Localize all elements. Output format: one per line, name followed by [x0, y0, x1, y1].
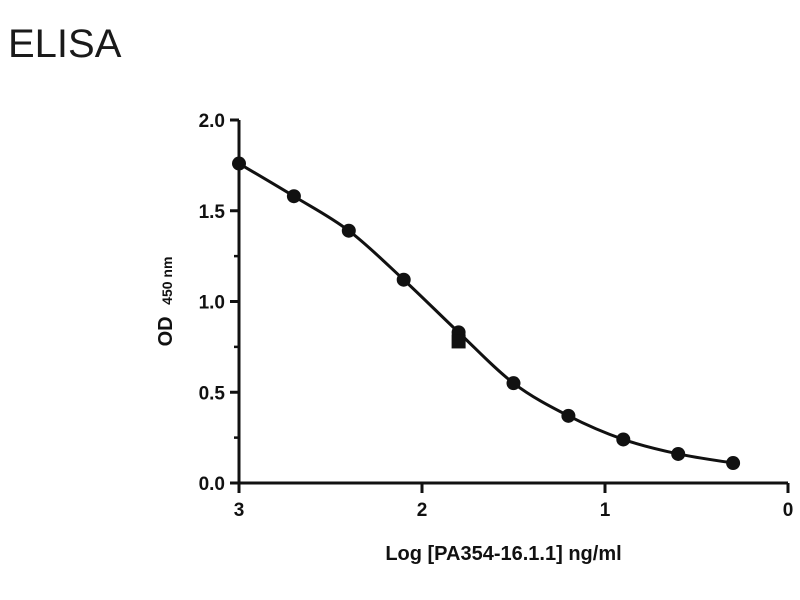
data-point — [341, 223, 356, 238]
data-point — [396, 272, 411, 287]
data-point — [726, 456, 741, 471]
x-tick-label: 3 — [234, 500, 245, 521]
y-tick-label: 0.0 — [199, 474, 225, 495]
x-tick-label: 0 — [783, 500, 794, 521]
chart-labels: Log [PA354-16.1.1] ng/ml OD 450 nm — [155, 257, 622, 565]
y-tick-label: 2.0 — [199, 111, 225, 132]
y-tick-label: 1.0 — [199, 293, 225, 314]
y-axis-title: OD 450 nm — [155, 257, 177, 347]
x-tick-label: 1 — [600, 500, 611, 521]
data-point — [561, 408, 576, 423]
y-tick-label: 1.5 — [199, 202, 226, 223]
data-point — [506, 376, 521, 391]
data-point — [616, 432, 631, 447]
y-axis-title-main: OD — [155, 316, 177, 346]
data-point — [671, 446, 686, 461]
x-tick-label: 2 — [417, 500, 428, 521]
data-point-square — [451, 334, 466, 349]
fit-curve-layer — [238, 162, 734, 465]
fit-curve — [238, 162, 734, 465]
data-point — [286, 189, 301, 204]
x-axis-title: Log [PA354-16.1.1] ng/ml — [385, 543, 621, 565]
data-points-layer — [232, 156, 741, 471]
page-title: ELISA — [8, 22, 122, 66]
y-axis-title-subscript: 450 nm — [159, 257, 175, 305]
data-point — [232, 156, 246, 171]
y-tick-label: 0.5 — [199, 383, 226, 404]
chart-axes: 0.0 0.5 1.0 1.5 2.0 3 2 1 0 — [199, 111, 794, 521]
